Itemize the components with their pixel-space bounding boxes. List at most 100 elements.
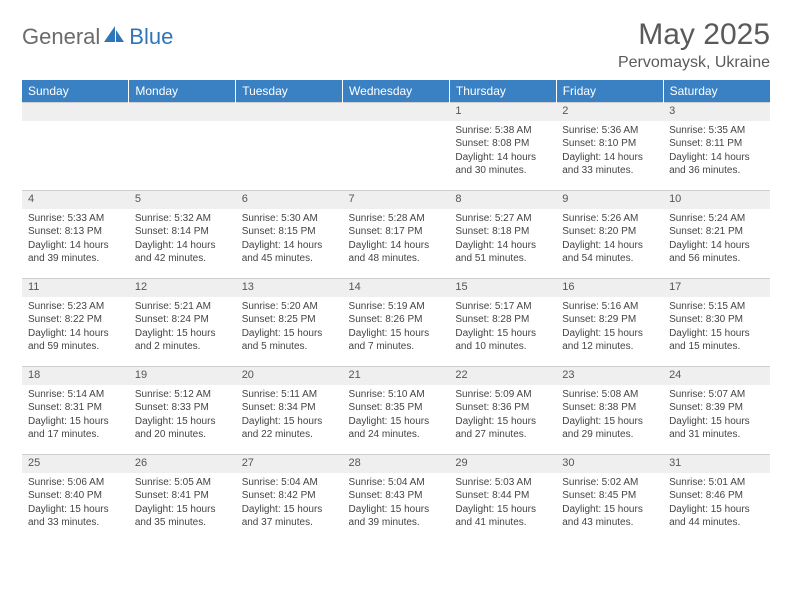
sunset-text: Sunset: 8:26 PM	[349, 313, 444, 327]
day-content-cell: Sunrise: 5:36 AMSunset: 8:10 PMDaylight:…	[556, 121, 663, 191]
day-number-cell: 10	[663, 191, 770, 209]
sunrise-text: Sunrise: 5:30 AM	[242, 212, 337, 226]
day-number-cell	[129, 103, 236, 121]
sunrise-text: Sunrise: 5:32 AM	[135, 212, 230, 226]
day-content-cell	[129, 121, 236, 191]
day-content-cell: Sunrise: 5:19 AMSunset: 8:26 PMDaylight:…	[343, 297, 450, 367]
page-title: May 2025	[618, 18, 770, 52]
sunrise-text: Sunrise: 5:04 AM	[349, 476, 444, 490]
daylight-text: Daylight: 14 hours	[242, 239, 337, 253]
sunrise-text: Sunrise: 5:21 AM	[135, 300, 230, 314]
sunrise-text: Sunrise: 5:24 AM	[669, 212, 764, 226]
day-content-cell: Sunrise: 5:11 AMSunset: 8:34 PMDaylight:…	[236, 385, 343, 455]
day-content-row: Sunrise: 5:38 AMSunset: 8:08 PMDaylight:…	[22, 121, 770, 191]
calendar-table: Sunday Monday Tuesday Wednesday Thursday…	[22, 80, 770, 543]
weekday-header: Tuesday	[236, 80, 343, 103]
daylight-text: and 44 minutes.	[669, 516, 764, 530]
day-content-cell	[343, 121, 450, 191]
daylight-text: and 35 minutes.	[135, 516, 230, 530]
daylight-text: and 39 minutes.	[349, 516, 444, 530]
daylight-text: and 43 minutes.	[562, 516, 657, 530]
sunset-text: Sunset: 8:29 PM	[562, 313, 657, 327]
weekday-header-row: Sunday Monday Tuesday Wednesday Thursday…	[22, 80, 770, 103]
day-number-cell: 17	[663, 279, 770, 297]
day-content-cell: Sunrise: 5:21 AMSunset: 8:24 PMDaylight:…	[129, 297, 236, 367]
sunset-text: Sunset: 8:15 PM	[242, 225, 337, 239]
location-subtitle: Pervomaysk, Ukraine	[618, 54, 770, 72]
day-content-row: Sunrise: 5:06 AMSunset: 8:40 PMDaylight:…	[22, 473, 770, 543]
day-content-cell: Sunrise: 5:28 AMSunset: 8:17 PMDaylight:…	[343, 209, 450, 279]
sunset-text: Sunset: 8:39 PM	[669, 401, 764, 415]
daylight-text: Daylight: 14 hours	[562, 151, 657, 165]
day-content-cell	[236, 121, 343, 191]
sunset-text: Sunset: 8:31 PM	[28, 401, 123, 415]
sunset-text: Sunset: 8:33 PM	[135, 401, 230, 415]
day-content-cell	[22, 121, 129, 191]
daylight-text: and 37 minutes.	[242, 516, 337, 530]
day-number-cell: 7	[343, 191, 450, 209]
daylight-text: Daylight: 15 hours	[242, 503, 337, 517]
daylight-text: and 30 minutes.	[455, 164, 550, 178]
logo-text-general: General	[22, 24, 100, 50]
daylight-text: Daylight: 15 hours	[562, 503, 657, 517]
day-number-cell: 6	[236, 191, 343, 209]
sunrise-text: Sunrise: 5:16 AM	[562, 300, 657, 314]
sunset-text: Sunset: 8:10 PM	[562, 137, 657, 151]
daylight-text: Daylight: 15 hours	[455, 327, 550, 341]
sunrise-text: Sunrise: 5:12 AM	[135, 388, 230, 402]
sunset-text: Sunset: 8:13 PM	[28, 225, 123, 239]
sunrise-text: Sunrise: 5:35 AM	[669, 124, 764, 138]
daylight-text: and 20 minutes.	[135, 428, 230, 442]
day-number-cell: 18	[22, 367, 129, 385]
day-number-row: 25262728293031	[22, 455, 770, 473]
daylight-text: Daylight: 14 hours	[349, 239, 444, 253]
day-content-cell: Sunrise: 5:08 AMSunset: 8:38 PMDaylight:…	[556, 385, 663, 455]
daylight-text: and 5 minutes.	[242, 340, 337, 354]
day-number-cell: 24	[663, 367, 770, 385]
day-content-cell: Sunrise: 5:35 AMSunset: 8:11 PMDaylight:…	[663, 121, 770, 191]
daylight-text: and 56 minutes.	[669, 252, 764, 266]
daylight-text: Daylight: 15 hours	[669, 503, 764, 517]
day-content-cell: Sunrise: 5:17 AMSunset: 8:28 PMDaylight:…	[449, 297, 556, 367]
logo-sail-icon	[104, 26, 126, 49]
daylight-text: and 2 minutes.	[135, 340, 230, 354]
sunrise-text: Sunrise: 5:09 AM	[455, 388, 550, 402]
daylight-text: Daylight: 15 hours	[562, 415, 657, 429]
day-number-cell: 8	[449, 191, 556, 209]
weekday-header: Sunday	[22, 80, 129, 103]
daylight-text: Daylight: 15 hours	[455, 415, 550, 429]
daylight-text: Daylight: 15 hours	[349, 503, 444, 517]
sunrise-text: Sunrise: 5:26 AM	[562, 212, 657, 226]
daylight-text: Daylight: 15 hours	[349, 327, 444, 341]
daylight-text: and 39 minutes.	[28, 252, 123, 266]
daylight-text: Daylight: 14 hours	[28, 327, 123, 341]
day-content-cell: Sunrise: 5:04 AMSunset: 8:43 PMDaylight:…	[343, 473, 450, 543]
sunrise-text: Sunrise: 5:04 AM	[242, 476, 337, 490]
daylight-text: and 15 minutes.	[669, 340, 764, 354]
daylight-text: and 59 minutes.	[28, 340, 123, 354]
weekday-header: Monday	[129, 80, 236, 103]
day-number-row: 11121314151617	[22, 279, 770, 297]
day-content-cell: Sunrise: 5:02 AMSunset: 8:45 PMDaylight:…	[556, 473, 663, 543]
day-content-row: Sunrise: 5:23 AMSunset: 8:22 PMDaylight:…	[22, 297, 770, 367]
daylight-text: and 12 minutes.	[562, 340, 657, 354]
sunset-text: Sunset: 8:38 PM	[562, 401, 657, 415]
daylight-text: and 33 minutes.	[562, 164, 657, 178]
day-number-cell: 29	[449, 455, 556, 473]
day-content-cell: Sunrise: 5:30 AMSunset: 8:15 PMDaylight:…	[236, 209, 343, 279]
sunset-text: Sunset: 8:11 PM	[669, 137, 764, 151]
daylight-text: and 17 minutes.	[28, 428, 123, 442]
sunset-text: Sunset: 8:44 PM	[455, 489, 550, 503]
day-number-cell: 1	[449, 103, 556, 121]
daylight-text: Daylight: 15 hours	[669, 327, 764, 341]
sunrise-text: Sunrise: 5:33 AM	[28, 212, 123, 226]
daylight-text: and 24 minutes.	[349, 428, 444, 442]
sunrise-text: Sunrise: 5:08 AM	[562, 388, 657, 402]
day-number-cell: 16	[556, 279, 663, 297]
day-content-cell: Sunrise: 5:14 AMSunset: 8:31 PMDaylight:…	[22, 385, 129, 455]
day-number-cell: 4	[22, 191, 129, 209]
daylight-text: Daylight: 15 hours	[242, 415, 337, 429]
day-number-row: 123	[22, 103, 770, 121]
daylight-text: and 10 minutes.	[455, 340, 550, 354]
day-number-cell: 25	[22, 455, 129, 473]
